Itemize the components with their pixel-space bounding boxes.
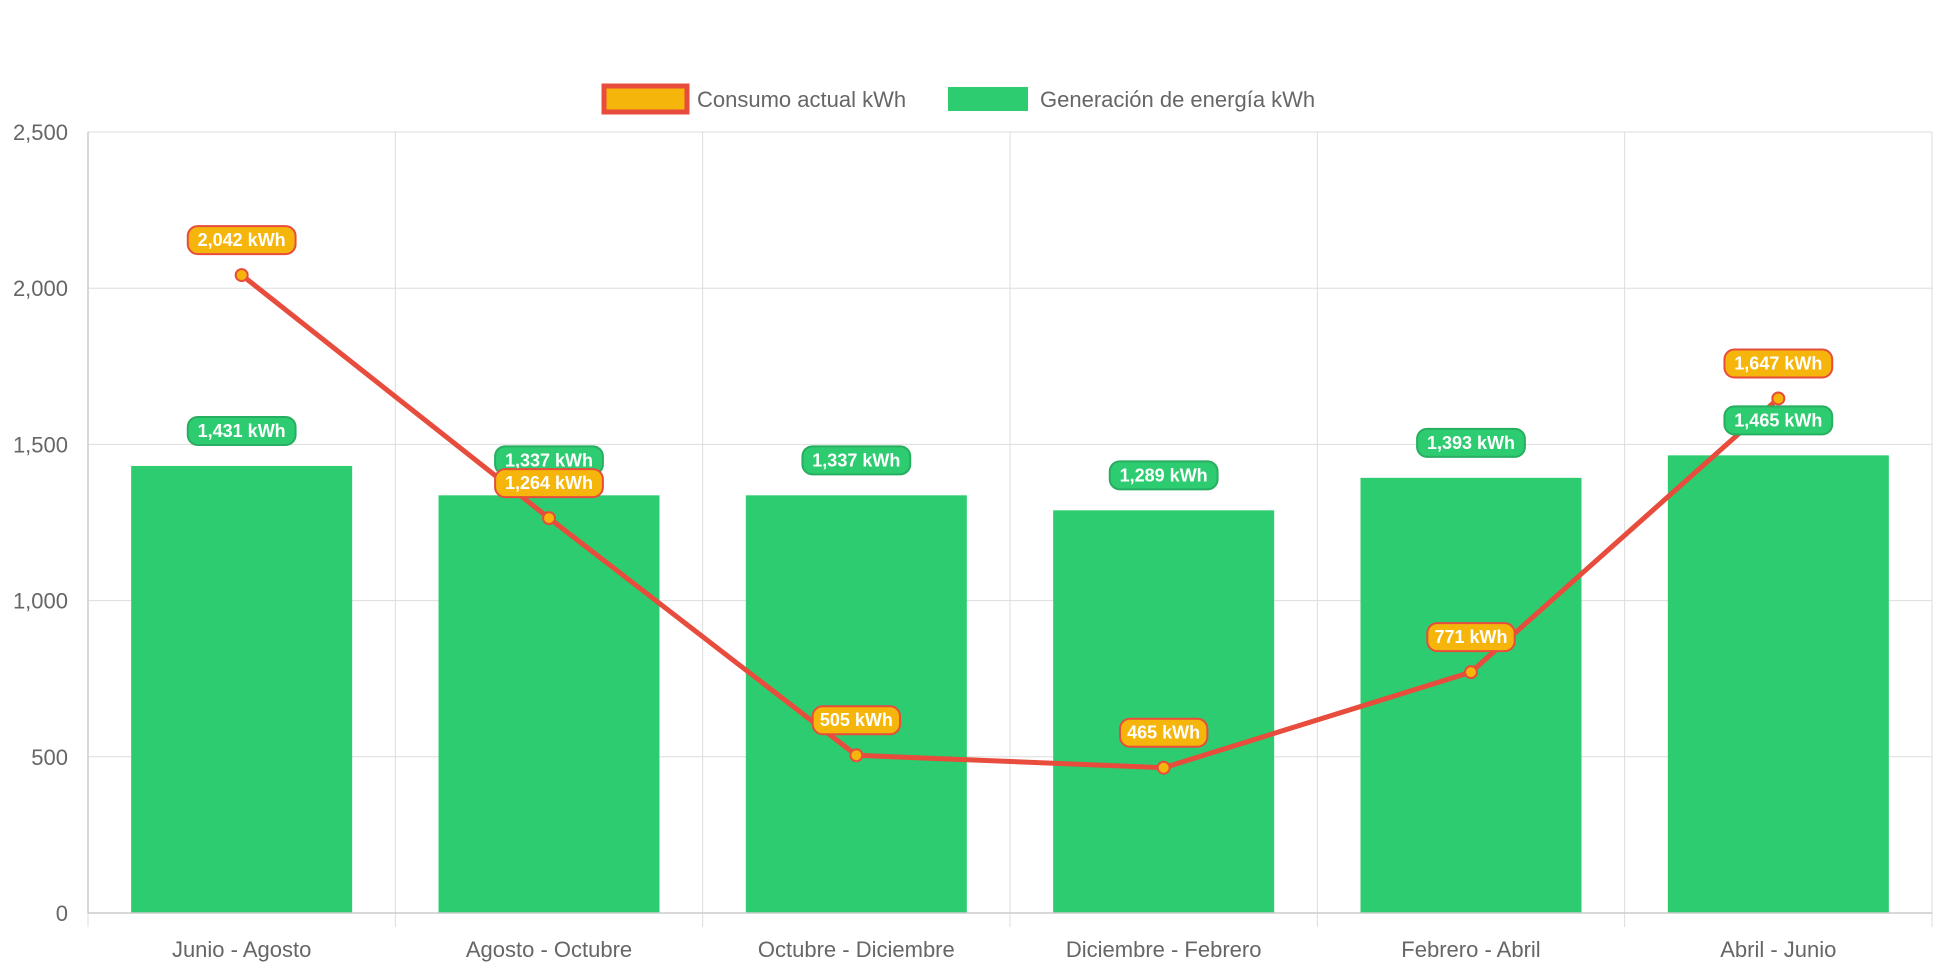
bar-value-label-bg <box>1723 405 1834 436</box>
bar-value-label-bg <box>801 445 912 476</box>
bar-value-label-text: 1,289 kWh <box>1120 465 1208 485</box>
line-point[interactable] <box>542 511 556 526</box>
bar[interactable] <box>745 495 967 913</box>
bar[interactable] <box>438 495 660 913</box>
bar[interactable] <box>1667 455 1889 913</box>
line-value-label-bg <box>811 705 902 736</box>
line-value-label: 505 kWh <box>811 705 902 736</box>
line-point[interactable] <box>1464 665 1478 680</box>
bar-value-label-text: 1,337 kWh <box>505 450 593 470</box>
legend-swatch-consumo <box>601 83 690 115</box>
line-value-label-text: 771 kWh <box>1434 627 1507 647</box>
bar-value-label-bg <box>186 415 297 446</box>
line-value-label-text: 2,042 kWh <box>198 230 286 250</box>
bar-value-label: 1,337 kWh <box>801 445 912 476</box>
chart-axes: 0 500 1,000 1,500 2,000 2,500 Junio - Agosto Ag… <box>13 120 1932 962</box>
y-tick-label: 1,000 <box>13 589 68 614</box>
line-value-label-bg <box>1723 348 1834 379</box>
y-tick-label: 500 <box>31 745 68 770</box>
line-value-label-text: 1,647 kWh <box>1734 353 1822 373</box>
line-point[interactable] <box>1156 760 1171 775</box>
bar-value-label: 1,337 kWh <box>494 445 604 476</box>
legend-swatch-generacion <box>948 87 1028 111</box>
bar-value-label: 1,465 kWh <box>1723 405 1834 436</box>
bar-series <box>131 455 1889 913</box>
line-point[interactable] <box>234 268 249 283</box>
y-tick-label: 2,500 <box>13 120 68 145</box>
x-tick-label: Diciembre - Febrero <box>1066 937 1262 962</box>
line-value-label: 1,264 kWh <box>494 468 604 499</box>
bar-value-label-text: 1,465 kWh <box>1734 410 1822 430</box>
bar-value-label-text: 1,431 kWh <box>198 421 286 441</box>
y-tick-label: 1,500 <box>13 432 68 457</box>
x-tick-label: Octubre - Diciembre <box>758 937 955 962</box>
line-value-label-text: 505 kWh <box>820 710 893 730</box>
y-tick-label: 0 <box>56 901 68 926</box>
chart-legend[interactable]: Consumo actual kWh Generación de energía… <box>601 83 1315 115</box>
x-tick-label: Febrero - Abril <box>1401 937 1540 962</box>
line-value-label-bg <box>494 468 604 499</box>
bar-value-label-bg <box>1108 460 1219 491</box>
x-tick-label: Junio - Agosto <box>172 937 311 962</box>
bar-value-label: 1,393 kWh <box>1416 427 1526 458</box>
line-value-label-text: 1,264 kWh <box>505 473 593 493</box>
legend-label-generacion: Generación de energía kWh <box>1040 87 1315 112</box>
data-labels: 1,431 kWh 1,337 kWh 1,337 kWh 1,289 kWh 1,39… <box>186 225 1834 748</box>
bar-value-label-bg <box>1416 427 1526 458</box>
legend-label-consumo: Consumo actual kWh <box>697 87 906 112</box>
chart-grid <box>87 131 1933 927</box>
line-point[interactable] <box>1771 391 1786 406</box>
x-tick-label: Agosto - Octubre <box>466 937 632 962</box>
line-point[interactable] <box>849 748 864 763</box>
legend-item-consumo[interactable]: Consumo actual kWh <box>601 83 906 115</box>
line-value-label: 465 kWh <box>1118 717 1209 748</box>
x-tick-label: Abril - Junio <box>1720 937 1836 962</box>
bar[interactable] <box>1053 510 1275 913</box>
line-value-label: 771 kWh <box>1426 622 1516 653</box>
bar[interactable] <box>131 465 353 913</box>
bar-value-label: 1,289 kWh <box>1108 460 1219 491</box>
line-value-label-bg <box>1426 622 1516 653</box>
y-tick-label: 2,000 <box>13 276 68 301</box>
bar-value-label-text: 1,393 kWh <box>1427 433 1515 453</box>
line-value-label-bg <box>1118 717 1209 748</box>
line-value-label: 1,647 kWh <box>1723 348 1834 379</box>
bar-value-label-text: 1,337 kWh <box>812 450 900 470</box>
legend-item-generacion[interactable]: Generación de energía kWh <box>948 87 1315 112</box>
line-value-label-bg <box>186 225 297 256</box>
line-value-label-text: 465 kWh <box>1127 723 1200 743</box>
line-value-label: 2,042 kWh <box>186 225 297 256</box>
bar-value-label: 1,431 kWh <box>186 415 297 446</box>
